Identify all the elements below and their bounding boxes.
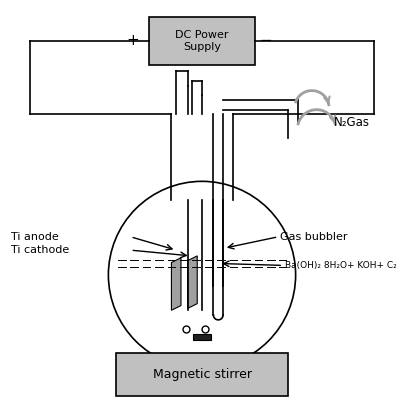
Text: Magnetic stirrer: Magnetic stirrer bbox=[152, 368, 252, 381]
Text: Ti cathode: Ti cathode bbox=[11, 245, 69, 255]
Bar bbox=[116, 353, 288, 396]
Text: +: + bbox=[126, 34, 139, 48]
Polygon shape bbox=[171, 258, 181, 310]
Text: −: − bbox=[260, 34, 273, 48]
Bar bbox=[193, 334, 210, 340]
Bar bbox=[150, 17, 255, 65]
Text: Ba(OH)₂ 8H₂O+ KOH+ C₂: Ba(OH)₂ 8H₂O+ KOH+ C₂ bbox=[285, 261, 397, 270]
Text: Ti anode: Ti anode bbox=[11, 232, 59, 242]
Text: N₂Gas: N₂Gas bbox=[334, 116, 370, 129]
Text: Gas bubbler: Gas bubbler bbox=[280, 232, 348, 242]
Text: DC Power
Supply: DC Power Supply bbox=[175, 30, 229, 52]
Polygon shape bbox=[188, 256, 197, 308]
